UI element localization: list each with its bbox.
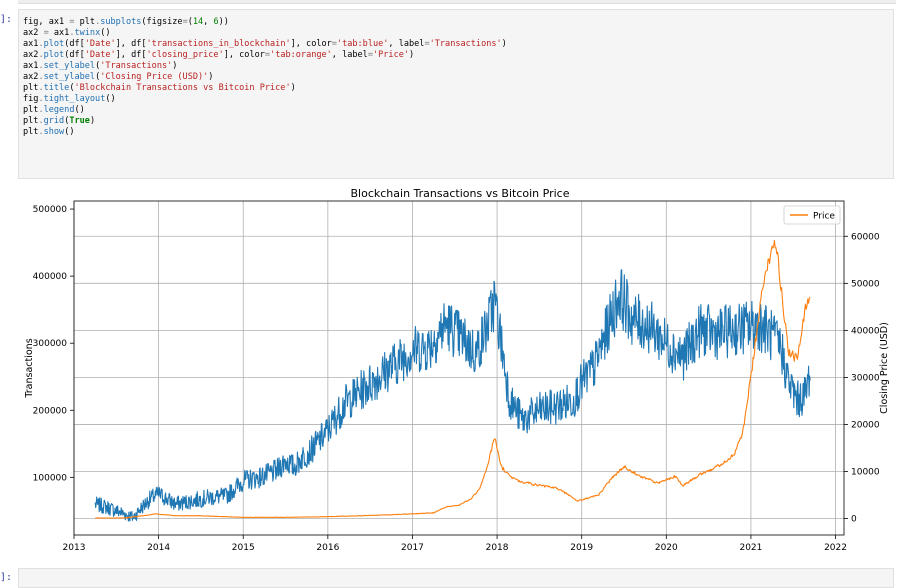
y-left-tick-label: 400000 [33,272,68,282]
legend: Price [783,205,841,225]
y-axis-right-label: Closing Price (USD) [879,322,890,414]
next-code-cell[interactable] [18,568,894,588]
code-line: ax2 = ax1.twinx() [23,28,111,38]
y-left-tick-label: 500000 [33,205,68,215]
y-right-tick-label: 60000 [851,232,880,242]
code-cell[interactable] [18,9,894,179]
legend-box [783,205,841,225]
y-right-tick-label: 50000 [851,279,880,289]
plot-frame [73,200,845,536]
x-tick-label: 2021 [739,543,762,553]
code-line: ax2.plot(df['Date'], df['closing_price']… [23,50,415,60]
y-right-tick-label: 20000 [851,420,880,430]
series-line-price [95,240,811,519]
series-line-transactions [94,269,811,522]
code-line: fig, ax1 = plt.subplots(figsize=(14, 6)) [23,17,229,27]
chart-title: Blockchain Transactions vs Bitcoin Price [351,187,570,200]
code-line: plt.show() [23,127,75,137]
x-tick-label: 2017 [401,543,424,553]
y-right-tick-label: 30000 [851,373,880,383]
code-line: ax2.set_ylabel('Closing Price (USD)') [23,72,214,82]
code-line: ax1.plot(df['Date'], df['transactions_in… [23,39,507,49]
y-right-tick-label: 40000 [851,326,880,336]
next-cell-prompt: ]: [0,572,13,583]
x-tick-label: 2014 [147,543,170,553]
legend-price-label: Price [813,212,835,222]
cell-prompt: ]: [0,14,13,25]
y-left-tick-label: 100000 [33,473,68,483]
chart-figure: Blockchain Transactions vs Bitcoin Price… [24,187,890,553]
code-line: plt.grid(True) [23,116,96,126]
y-left-tick-label: 200000 [33,406,68,416]
previous-cell-edge [18,0,896,4]
y-right-tick-label: 0 [851,515,857,525]
y-left-tick-label: 300000 [33,339,68,349]
x-tick-label: 2013 [63,543,86,553]
code-line: fig.tight_layout() [23,94,116,104]
code-line: ax1.set_ylabel('Transactions') [23,61,178,71]
x-tick-label: 2020 [655,543,678,553]
x-tick-label: 2016 [316,543,339,553]
code-line: plt.title('Blockchain Transactions vs Bi… [23,83,296,93]
axes: 2013 2014 2015 2016 2017 2018 2019 2020 2021 2022… [33,205,880,553]
code-editor[interactable]: fig, ax1 = plt.subplots(figsize=(14, 6))… [23,17,507,138]
x-tick-label: 2015 [232,543,255,553]
plot-series [94,240,811,522]
x-tick-label: 2019 [570,543,593,553]
y-axis-left-label: Transactions [24,338,35,398]
grid-lines [73,201,844,535]
y-right-tick-label: 10000 [851,467,880,477]
x-tick-label: 2018 [486,543,509,553]
code-line: plt.legend() [23,105,85,115]
x-tick-label: 2022 [824,543,847,553]
